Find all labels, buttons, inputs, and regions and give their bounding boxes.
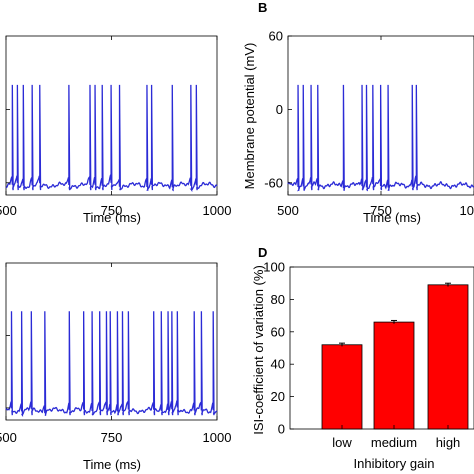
bar-low (321, 344, 363, 430)
panel-c-xlabel: Time (ms) (83, 457, 141, 472)
x-tick-label-low: low (332, 435, 352, 450)
x-tick-label: 750 (101, 203, 123, 218)
panel-a-xlabel: Time (ms) (83, 210, 141, 225)
x-tick-label: 750 (101, 430, 123, 445)
panel-b-letter: B (258, 0, 267, 15)
x-tick-label: 1000 (460, 203, 474, 218)
x-tick-label: 750 (370, 203, 392, 218)
panel-b: B 500 750 1000 60 0 -60 Time (ms) Membrane po… (242, 0, 474, 225)
y-tick-label: 100 (263, 260, 285, 275)
y-tick-label: -60 (264, 175, 283, 190)
y-tick-label: 20 (271, 389, 285, 404)
y-tick-label: 40 (271, 357, 285, 372)
panel-d-bars (321, 282, 469, 430)
panel-d-ticks: 0 20 40 60 80 100 low medium high (263, 260, 460, 451)
x-tick-label: 1000 (203, 203, 232, 218)
bar-medium (373, 321, 415, 430)
x-tick-label-medium: medium (371, 435, 417, 450)
x-tick-label-high: high (436, 435, 461, 450)
y-tick-label: 80 (271, 292, 285, 307)
panel-d: D 0 20 40 60 80 100 low medium high ISI-coeffici… (251, 245, 474, 471)
panel-b-xlabel: Time (ms) (363, 210, 421, 225)
panel-b-voltage-trace (287, 84, 474, 192)
bar-high (427, 284, 469, 430)
panel-a: 500 750 1000 Time (ms) (0, 35, 231, 225)
panel-c-voltage-trace (5, 311, 218, 418)
panel-d-ylabel: ISI-coefficient of variation (%) (251, 265, 266, 435)
panel-a-voltage-trace (5, 84, 218, 193)
panel-d-letter: D (258, 245, 267, 260)
x-tick-label: 500 (277, 203, 299, 218)
panel-d-xlabel: Inhibitory gain (354, 456, 435, 471)
x-tick-label: 1000 (203, 430, 232, 445)
panel-c-ticks: 500 750 1000 (0, 263, 231, 445)
x-tick-label: 500 (0, 430, 17, 445)
panel-b-ylabel: Membrane potential (mV) (242, 43, 257, 190)
x-tick-label: 500 (0, 203, 17, 218)
y-tick-label: 60 (269, 29, 283, 44)
y-tick-label: 60 (271, 324, 285, 339)
panel-a-ticks: 500 750 1000 (0, 36, 231, 218)
panel-b-ticks: 500 750 1000 60 0 -60 (264, 29, 474, 218)
y-tick-label: 0 (276, 102, 283, 117)
y-tick-label: 0 (278, 422, 285, 437)
panel-c: 500 750 1000 Time (ms) (0, 262, 231, 472)
